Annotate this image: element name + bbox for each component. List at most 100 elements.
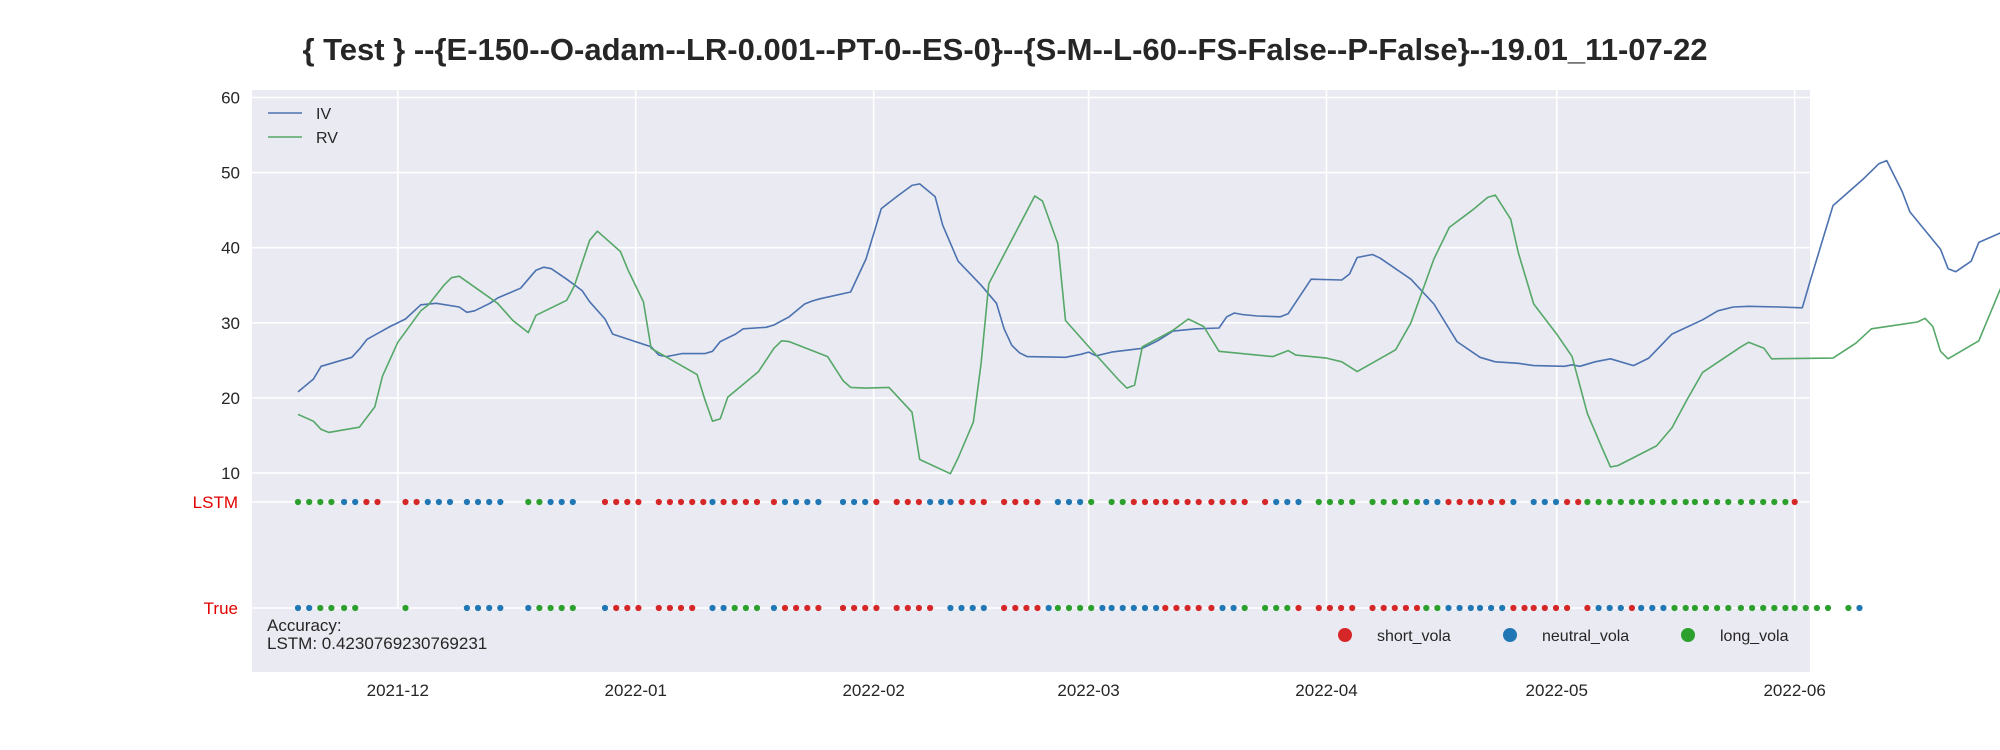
prediction-dot	[294, 498, 302, 506]
prediction-dot	[446, 498, 454, 506]
prediction-dot	[1208, 498, 1215, 506]
prediction-dot	[601, 604, 609, 612]
prediction-dot	[1195, 604, 1202, 612]
x-tick-label: 2021-12	[367, 681, 429, 700]
prediction-dots	[294, 498, 1863, 612]
prediction-dot	[1402, 498, 1409, 506]
prediction-dot	[525, 604, 532, 612]
prediction-dot	[753, 498, 761, 506]
prediction-dot	[904, 604, 911, 612]
prediction-dot	[1521, 604, 1528, 612]
prediction-dot	[1845, 604, 1852, 612]
prediction-dot	[1119, 498, 1126, 506]
prediction-dot	[731, 604, 738, 612]
prediction-dot	[1099, 604, 1106, 612]
prediction-dot	[1023, 604, 1030, 612]
prediction-dot	[1813, 604, 1820, 612]
prediction-dot	[1541, 498, 1548, 506]
prediction-dot	[1584, 498, 1591, 506]
class-legend-marker-long_vola	[1681, 628, 1695, 642]
prediction-dot	[1262, 604, 1269, 612]
prediction-dot	[1369, 498, 1376, 506]
prediction-dot	[1423, 498, 1430, 506]
prediction-dot	[1760, 604, 1767, 612]
legend-label-iv: IV	[316, 106, 331, 123]
prediction-dot	[1162, 604, 1169, 612]
prediction-dot	[947, 498, 954, 506]
axis-ticks: 10 20 30 40 50 60 2021-12 2022-01 2022-02 2022-03…	[193, 89, 1826, 700]
prediction-dot	[689, 604, 696, 612]
prediction-dot	[720, 604, 727, 612]
prediction-dot	[1749, 604, 1756, 612]
prediction-dot	[1034, 604, 1041, 612]
y-tick-label: 10	[221, 464, 240, 483]
prediction-dot	[341, 604, 348, 612]
prediction-dot	[558, 498, 565, 506]
prediction-dot	[435, 498, 442, 506]
prediction-dot	[569, 604, 576, 612]
y-tick-label: 50	[221, 164, 240, 183]
prediction-dot	[1628, 498, 1635, 506]
prediction-dot	[1088, 498, 1095, 506]
prediction-dot	[677, 498, 685, 506]
prediction-dot	[1456, 498, 1463, 506]
prediction-dot	[1552, 498, 1560, 506]
prediction-dot	[1141, 604, 1149, 612]
y-tick-label: 20	[221, 389, 240, 408]
prediction-dot	[635, 604, 642, 612]
prediction-dot	[1184, 604, 1191, 612]
class-legend-marker-short_vola	[1338, 628, 1352, 642]
prediction-dot	[624, 604, 631, 612]
prediction-dot	[689, 498, 696, 506]
prediction-dot	[938, 498, 945, 506]
prediction-dot	[1606, 498, 1613, 506]
prediction-dot	[1541, 604, 1548, 612]
prediction-dot	[1088, 604, 1095, 612]
prediction-dot	[536, 604, 543, 612]
prediction-dot	[1295, 498, 1302, 506]
prediction-dot	[1153, 604, 1160, 612]
class-legend-label-short_vola: short_vola	[1377, 628, 1451, 645]
prediction-dot	[1315, 498, 1322, 506]
prediction-dot	[1606, 604, 1613, 612]
prediction-dot	[893, 604, 900, 612]
prediction-dot	[1054, 604, 1061, 612]
prediction-dot	[424, 498, 431, 506]
prediction-dot	[1001, 498, 1008, 506]
prediction-dot	[306, 604, 313, 612]
prediction-dot	[1434, 498, 1441, 506]
prediction-dot	[851, 498, 858, 506]
prediction-dot	[1456, 604, 1463, 612]
prediction-dot	[1219, 604, 1226, 612]
prediction-dot	[915, 604, 923, 612]
prediction-dot	[1054, 498, 1061, 506]
prediction-dot	[1782, 498, 1789, 506]
prediction-dot	[1262, 498, 1269, 506]
prediction-dot	[547, 604, 554, 612]
prediction-dot	[980, 498, 987, 506]
prediction-dot	[1824, 604, 1832, 612]
x-tick-label: 2022-01	[605, 681, 667, 700]
prediction-dot	[873, 604, 880, 612]
prediction-dot	[677, 604, 685, 612]
prediction-dot	[1771, 498, 1778, 506]
prediction-dot	[1671, 604, 1678, 612]
prediction-dot	[1552, 604, 1560, 612]
prediction-dot	[1077, 604, 1084, 612]
prediction-dot	[1476, 498, 1484, 506]
prediction-dot	[655, 498, 662, 506]
prediction-dot	[1530, 498, 1537, 506]
prediction-dot	[1782, 604, 1789, 612]
prediction-dot	[666, 498, 674, 506]
prediction-dot	[328, 498, 335, 506]
series-line-rv	[297, 194, 2000, 475]
prediction-dot	[815, 604, 822, 612]
prediction-dot	[1349, 498, 1356, 506]
x-tick-label: 2022-03	[1057, 681, 1119, 700]
prediction-dot	[793, 604, 800, 612]
prediction-dot	[1184, 498, 1191, 506]
prediction-dot	[1369, 604, 1376, 612]
prediction-dot	[547, 498, 554, 506]
prediction-dot	[927, 498, 934, 506]
